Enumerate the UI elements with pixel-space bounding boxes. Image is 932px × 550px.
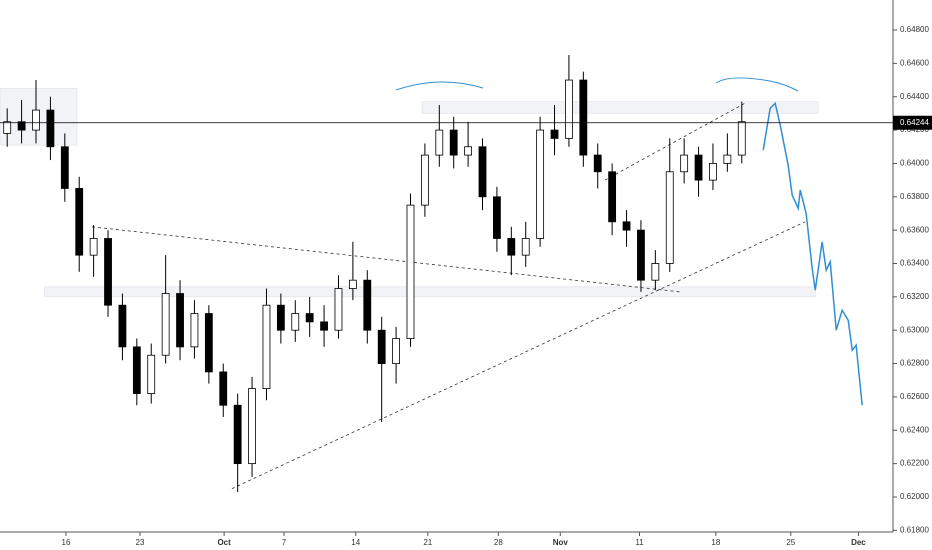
candle-body [348,279,357,289]
candle-body [420,154,429,206]
candle-body [363,279,372,331]
candle-body [507,238,516,256]
candle-body [46,109,55,148]
candle-body [233,404,242,465]
candle-body [291,313,300,331]
candle-body [565,79,573,139]
candle-body [579,79,588,156]
candle-body [665,171,674,264]
x-tick-label: 16 [62,538,71,547]
x-tick-label: 11 [635,538,644,547]
y-tick-label: 0.63800 [900,192,929,201]
trendline [91,226,680,293]
projection-line [762,101,863,406]
y-tick-label: 0.62200 [900,459,929,468]
candle-body [89,238,98,256]
zone [421,101,819,114]
y-tick-label: 0.63600 [900,225,929,234]
candle-body [709,163,717,181]
candle-body [478,146,487,198]
candle-body [377,329,386,364]
candle-body [32,109,40,131]
candle-body [60,146,69,189]
candle-body [680,154,689,173]
x-tick-label: 28 [494,538,503,547]
candle-body [276,304,285,331]
candle-body [334,288,343,331]
candle-body [161,293,170,356]
candle-body [262,304,271,389]
candle-body [651,263,660,281]
candle-body [132,346,141,394]
y-tick-label: 0.63200 [900,292,929,301]
price-box [893,115,932,130]
candle-body [737,121,746,156]
candle-body [622,221,631,231]
candle-body [204,313,213,373]
y-tick-label: 0.63000 [900,325,929,334]
candle-body [593,154,602,173]
x-tick-label: Dec [851,538,866,547]
candle-body [118,304,127,348]
zone [44,286,816,298]
candle-body [190,313,199,348]
x-tick-label: 25 [786,538,795,547]
candle-body [406,204,415,339]
candle-body [3,121,12,134]
x-tick-label: 7 [282,538,287,547]
y-tick-label: 0.62600 [900,392,929,401]
candle-body [219,371,228,406]
candle-body [104,238,112,306]
y-tick-label: 0.64600 [900,58,929,67]
candle-body [17,121,26,131]
candle-body [176,293,184,348]
y-tick-label: 0.63400 [900,259,929,268]
x-tick-label: Nov [553,538,569,547]
candle-body [536,129,545,239]
annotation-arc [395,81,484,91]
plot [0,55,893,492]
y-tick-label: 0.62800 [900,359,929,368]
candle-body [493,196,501,239]
x-tick-label: 18 [711,538,720,547]
x-tick-label: 14 [351,538,360,547]
y-tick-label: 0.62400 [900,425,929,434]
trendline [604,103,745,181]
candle-body [637,229,645,281]
price-label: 0.64244 [900,118,929,127]
y-tick-label: 0.61800 [900,525,929,534]
candle-body [550,129,559,139]
y-tick-label: 0.62000 [900,492,929,501]
candle-body [521,238,530,256]
candle-body [248,388,256,465]
y-tick-label: 0.64000 [900,159,929,168]
candle-body [435,129,444,156]
candle-body [75,188,84,256]
x-tick-label: Oct [217,538,231,547]
candle-body [305,313,314,323]
candle-body [320,321,328,331]
x-tick-label: 21 [423,538,432,547]
y-tick-label: 0.64400 [900,92,929,101]
annotation-arc [715,77,799,92]
candle-body [392,338,400,364]
candle-body [608,171,617,223]
candle-body [723,154,732,164]
x-tick-label: 23 [136,538,145,547]
candle-body [694,154,703,181]
candle-body [464,146,473,156]
candle-body [449,129,458,156]
y-tick-label: 0.64800 [900,25,929,34]
candle-body [147,354,156,394]
